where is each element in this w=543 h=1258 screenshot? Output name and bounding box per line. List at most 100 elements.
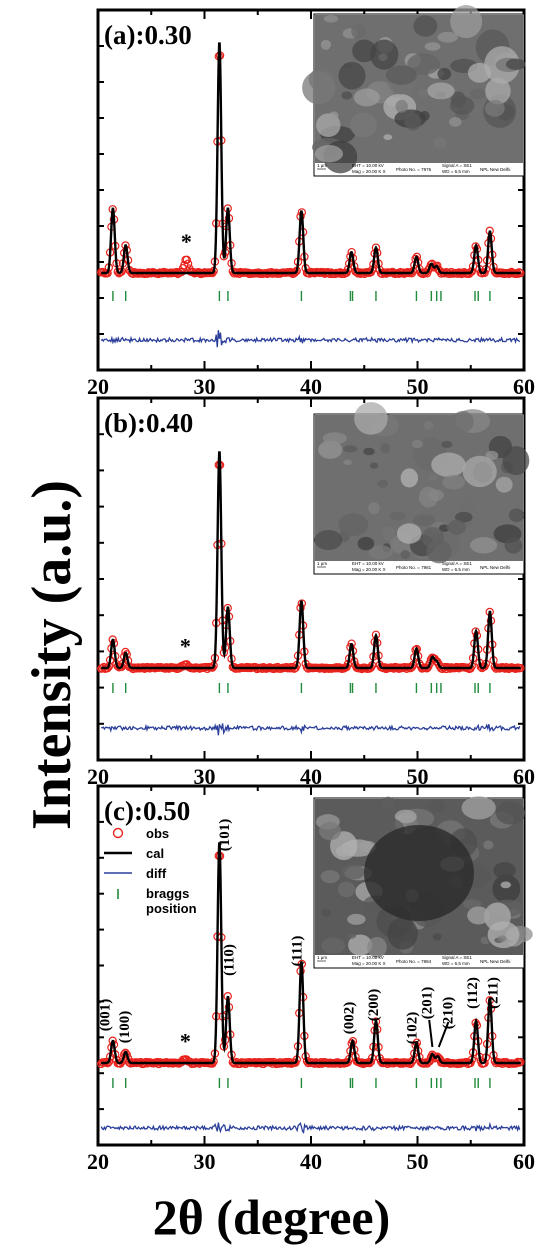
- cal-line: [101, 842, 521, 1065]
- sem-grain: [347, 913, 366, 925]
- sem-grain: [404, 112, 422, 131]
- sem-grain: [413, 15, 438, 37]
- hkl-label: (102): [404, 1012, 420, 1045]
- diff-line: [100, 1121, 521, 1134]
- sem-grain: [383, 134, 393, 141]
- sem-grain: [380, 443, 391, 454]
- hkl-label: (211): [485, 977, 501, 1009]
- hkl-label: (002): [342, 1002, 358, 1035]
- sem-grain: [483, 840, 494, 850]
- sem-grain: [506, 837, 515, 844]
- sem-grain: [504, 537, 523, 554]
- legend-position-label: position: [146, 901, 197, 916]
- sem-grain: [497, 935, 507, 942]
- panel-label: (c):0.50: [104, 796, 190, 826]
- sem-grain: [502, 446, 530, 476]
- sem-scale-label: 1 μm: [317, 163, 327, 168]
- hkl-label: (001): [98, 999, 114, 1032]
- sem-scale-label: 1 μm: [317, 955, 327, 960]
- sem-lab: NPL New Delhi: [480, 959, 510, 964]
- sem-grain: [400, 550, 410, 560]
- sem-grain: [450, 4, 483, 39]
- x-tick-label: 40: [300, 764, 322, 789]
- sem-grain: [302, 71, 336, 105]
- sem-grain: [452, 410, 474, 433]
- sem-grain: [314, 145, 344, 163]
- sem-grain: [322, 432, 347, 445]
- sem-grain: [337, 881, 356, 898]
- sem-grain: [484, 100, 505, 117]
- sem-pore: [364, 825, 474, 921]
- sem-signal: Signal A = SE1: [442, 163, 472, 168]
- sem-grain: [395, 99, 408, 113]
- obs-point: [183, 259, 193, 268]
- legend-obs-label: obs: [146, 826, 169, 841]
- sem-signal: Signal A = SE1: [442, 955, 472, 960]
- sem-wd: WD = 6.5 mm: [442, 961, 470, 966]
- sem-signal: Signal A = SE1: [442, 561, 472, 566]
- x-tick-label: 30: [194, 374, 216, 399]
- hkl-arrow: [428, 1019, 434, 1048]
- sem-mag: Mag = 20.00 K X: [352, 961, 386, 966]
- sem-wd: WD = 6.5 mm: [442, 567, 470, 572]
- legend-cal-label: cal: [146, 846, 164, 861]
- sem-grain: [432, 933, 442, 941]
- sem-grain: [343, 445, 358, 453]
- sem-grain: [461, 796, 496, 820]
- sem-grain: [314, 530, 343, 551]
- sem-grain: [318, 440, 343, 459]
- sem-grain: [353, 88, 380, 107]
- sem-grain: [485, 450, 499, 461]
- sem-grain: [467, 906, 490, 925]
- panel-label: (b):0.40: [104, 408, 193, 438]
- obs-point: [116, 268, 125, 277]
- sem-grain: [446, 523, 460, 531]
- sem-grain: [378, 53, 388, 62]
- sem-grain: [469, 88, 486, 100]
- sem-grain: [428, 474, 438, 481]
- obs-point: [116, 1059, 125, 1068]
- sem-grain: [470, 537, 498, 554]
- x-tick-label: 20: [87, 374, 109, 399]
- impurity-marker: *: [180, 634, 191, 659]
- sem-grain: [347, 933, 357, 939]
- legend-diff-label: diff: [146, 866, 167, 881]
- impurity-marker: *: [181, 229, 192, 254]
- sem-grain: [321, 909, 332, 917]
- sem-grain: [341, 864, 365, 880]
- hkl-label: (201): [419, 987, 435, 1020]
- sem-grain: [424, 42, 441, 51]
- sem-grain: [493, 861, 516, 880]
- sem-grain: [505, 58, 526, 70]
- sem-grain: [338, 513, 369, 537]
- cal-line: [101, 42, 521, 275]
- sem-eht: EHT = 10.00 kV: [352, 163, 384, 168]
- x-tick-label: 20: [87, 1149, 109, 1174]
- sem-scale-label: 1 μm: [317, 561, 327, 566]
- sem-grain: [449, 117, 462, 127]
- hkl-arrow: [437, 1021, 450, 1048]
- sem-grain: [400, 468, 419, 488]
- sem-grain: [389, 511, 407, 521]
- sem-grain: [427, 82, 455, 100]
- sem-grain: [459, 497, 477, 513]
- x-tick-label: 30: [194, 1149, 216, 1174]
- sem-grain: [462, 455, 497, 488]
- panel-label: (a):0.30: [104, 20, 192, 50]
- hkl-label: (210): [441, 997, 457, 1030]
- sem-grain: [367, 936, 387, 958]
- sem-eht: EHT = 10.00 kV: [352, 955, 384, 960]
- sem-grain: [431, 452, 466, 477]
- diff-line: [101, 723, 521, 736]
- sem-grain: [381, 796, 395, 810]
- sem-grain: [508, 508, 525, 522]
- sem-grain: [320, 39, 332, 50]
- x-tick-label: 40: [300, 374, 322, 399]
- sem-grain: [495, 476, 513, 493]
- sem-grain: [441, 440, 453, 449]
